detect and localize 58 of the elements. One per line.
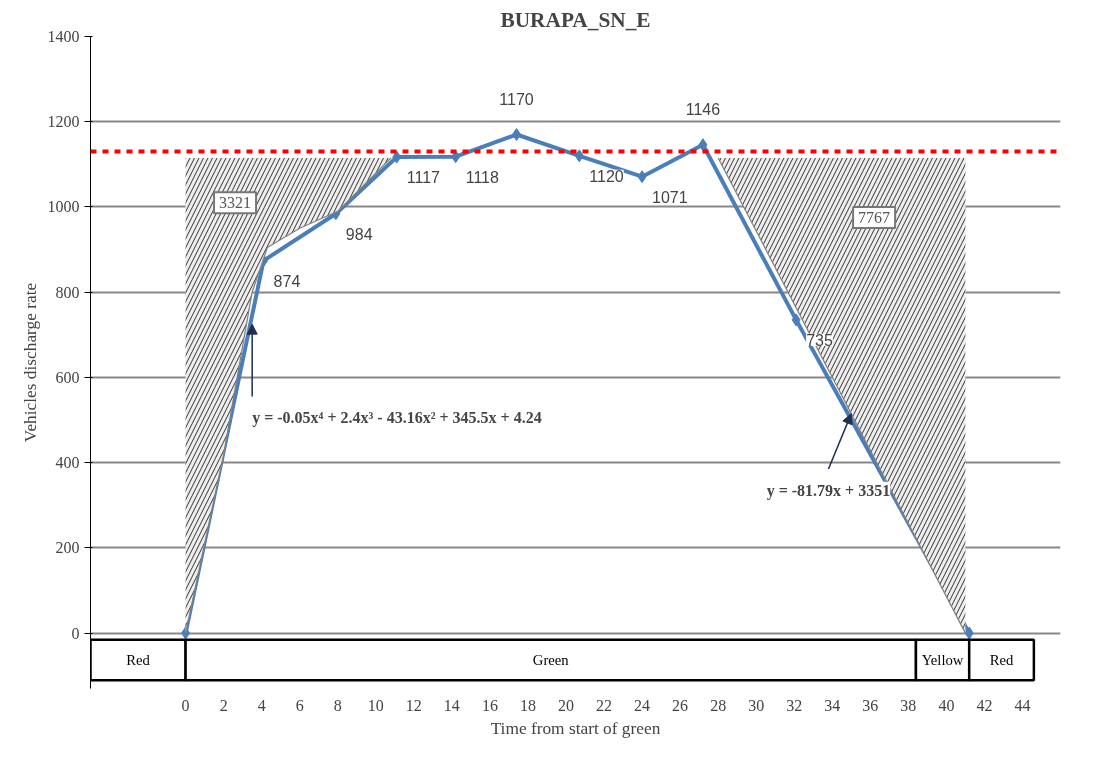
annotation: y = -0.05x⁴ + 2.4x³ - 43.16x² + 345.5x + 4.24	[252, 409, 542, 428]
x-tick-label: 28	[710, 696, 727, 714]
x-tick-label: 26	[672, 696, 689, 714]
x-tick-label: 12	[405, 696, 422, 714]
point	[698, 138, 708, 152]
point	[392, 150, 402, 164]
y-axis-title: Vehicles discharge rate	[20, 282, 40, 443]
band-label: Yellow	[921, 651, 964, 668]
point	[791, 313, 801, 327]
x-tick-label: 10	[367, 696, 384, 714]
data-label: 735	[806, 331, 833, 349]
x-tick-label: 44	[1014, 696, 1031, 714]
data-label: 1117	[406, 169, 441, 187]
x-tick-label: 0	[181, 696, 190, 714]
y-tick-label: 600	[55, 368, 80, 386]
x-tick-label: 16	[481, 696, 498, 714]
x-axis-title: Time from start of green	[490, 718, 661, 738]
data-label: 874	[273, 272, 301, 290]
y-tick-label: 200	[55, 539, 80, 557]
x-tick-label: 30	[748, 696, 765, 714]
x-tick-label: 24	[634, 696, 651, 714]
chart-title: BURAPA_SN_E	[500, 7, 651, 32]
point	[512, 128, 522, 142]
x-tick-label: 36	[862, 696, 879, 714]
annotation: y = -81.79x + 3351	[766, 481, 891, 500]
y-tick-label: 400	[55, 454, 80, 472]
annotation: 7767	[858, 209, 891, 227]
x-tick-label: 6	[295, 696, 304, 714]
band-label: Red	[989, 651, 1015, 668]
y-tick-label: 800	[55, 283, 80, 301]
y-tick-label: 1000	[47, 198, 80, 216]
y-tick-label: 1200	[47, 113, 80, 131]
data-label: 1146	[685, 100, 721, 118]
band-label: Red	[126, 651, 151, 668]
x-tick-label: 2	[219, 696, 228, 714]
x-tick-label: 20	[557, 696, 574, 714]
data-label: 1120	[589, 167, 624, 185]
point	[574, 149, 584, 163]
x-tick-label: 22	[596, 696, 613, 714]
x-tick-label: 42	[976, 696, 993, 714]
data-label: 1071	[652, 188, 688, 206]
point	[964, 626, 974, 640]
data-label: 1170	[499, 90, 534, 108]
x-tick-label: 32	[786, 696, 803, 714]
band-label: Green	[532, 651, 570, 668]
x-tick-label: 40	[938, 696, 955, 714]
y-tick-label: 1400	[47, 28, 80, 45]
x-tick-label: 34	[824, 696, 841, 714]
annotation: 3321	[219, 194, 252, 212]
data-label: 1118	[465, 168, 499, 186]
x-tick-label: 14	[443, 696, 460, 714]
data-label: 984	[345, 225, 373, 243]
y-tick-label: 0	[71, 624, 80, 642]
x-tick-label: 8	[333, 696, 342, 714]
x-tick-label: 4	[257, 696, 266, 714]
x-tick-label: 18	[519, 696, 536, 714]
x-tick-label: 38	[900, 696, 917, 714]
point	[637, 170, 647, 184]
